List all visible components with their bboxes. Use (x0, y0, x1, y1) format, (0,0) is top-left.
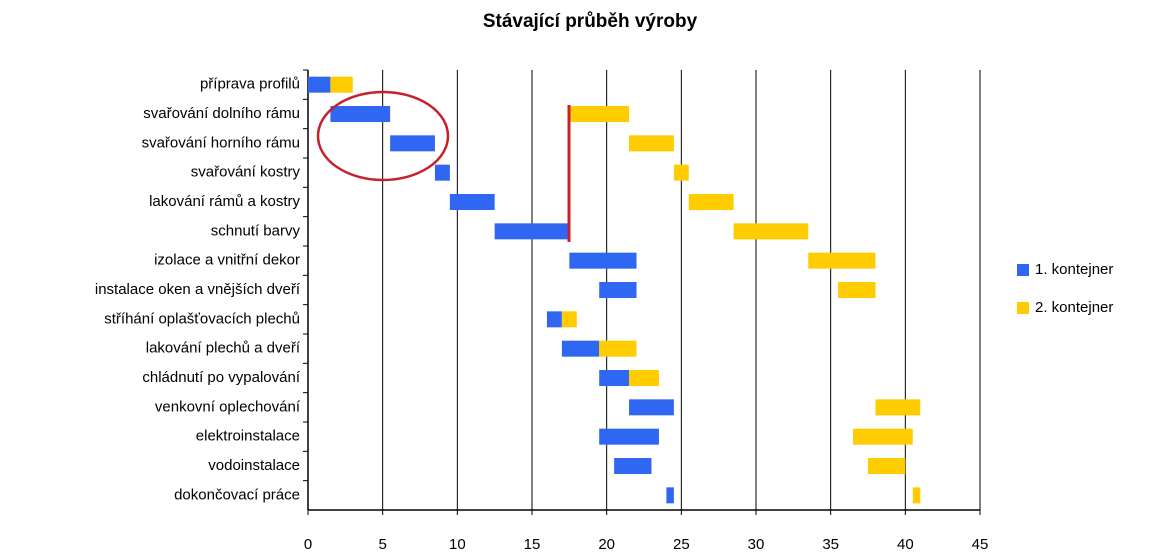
bar (561, 340, 600, 357)
bar (733, 223, 809, 240)
bar (308, 76, 331, 93)
bar (853, 428, 913, 445)
y-tick-label: venkovní oplechování (155, 398, 301, 415)
x-tick-label: 10 (449, 536, 466, 553)
y-tick-label: vodoinstalace (208, 457, 300, 474)
bar (330, 106, 391, 122)
highlight-ellipse (316, 90, 450, 182)
y-tick-label: svařování dolního rámu (143, 105, 300, 122)
x-tick-label: 5 (378, 536, 386, 553)
bar (673, 164, 689, 181)
chart-title: Stávající průběh výroby (483, 11, 698, 32)
legend-label: 1. kontejner (1035, 261, 1113, 278)
bar (599, 282, 637, 298)
bar (330, 76, 353, 93)
y-tick-label: svařování kostry (191, 164, 301, 181)
x-tick-label: 35 (822, 536, 839, 553)
x-tick-label: 40 (897, 536, 914, 553)
bar (688, 194, 734, 210)
legend-label: 2. kontejner (1035, 299, 1113, 316)
bar (599, 340, 637, 357)
y-tick-label: schnutí barvy (211, 222, 301, 239)
bar (666, 487, 674, 504)
bar (434, 164, 450, 181)
bar (494, 223, 570, 240)
bar (546, 311, 562, 328)
bar (569, 252, 637, 269)
bar (390, 135, 435, 152)
y-tick-label: lakování plechů a dveří (146, 340, 301, 357)
x-tick-label: 20 (598, 536, 615, 553)
bar (599, 428, 659, 445)
y-tick-label: dokončovací práce (174, 486, 300, 503)
bar (875, 399, 921, 416)
bar (838, 282, 876, 298)
x-tick-label: 15 (524, 536, 541, 553)
bar (629, 399, 674, 416)
plot: 0 5 10 15 20 25 30 35 40 45 příprava profilů svařov… (95, 69, 1113, 553)
x-tick-label: 30 (748, 536, 765, 553)
bar (629, 135, 674, 152)
y-tick-label: svařování horního rámu (142, 134, 300, 151)
bar (561, 311, 577, 328)
y-tick-label: izolace a vnitřní dekor (154, 252, 300, 269)
y-tick-label: instalace oken a vnějších dveří (95, 281, 301, 298)
legend-swatch (1017, 302, 1029, 314)
x-tick-label: 45 (972, 536, 989, 553)
x-tick-label: 25 (673, 536, 690, 553)
bar (808, 252, 876, 269)
bar (629, 370, 659, 386)
bar (912, 487, 921, 504)
bar (599, 370, 630, 386)
y-tick-label: příprava profilů (200, 76, 300, 93)
y-tick-label: chládnutí po vypalování (142, 369, 300, 386)
bar (614, 458, 652, 474)
y-tick-label: lakování rámů a kostry (149, 193, 300, 210)
y-tick-label: elektroinstalace (196, 428, 300, 445)
bar (449, 194, 495, 210)
x-tick-label: 0 (304, 536, 312, 553)
y-tick-label: stříhání oplašťovacích plechů (104, 310, 300, 327)
bar (569, 106, 630, 122)
legend-swatch (1017, 264, 1029, 276)
bar (868, 458, 906, 474)
